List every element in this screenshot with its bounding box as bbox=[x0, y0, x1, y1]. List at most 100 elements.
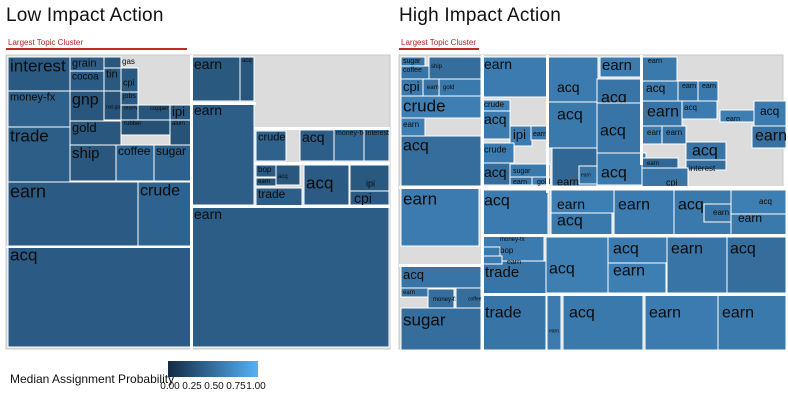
treemap-tile-label: jobs bbox=[122, 93, 136, 100]
treemap-tile-label: bop bbox=[258, 165, 272, 174]
treemap-tile bbox=[644, 294, 719, 351]
treemap-tile bbox=[641, 167, 689, 188]
treemap-tile-label: earn bbox=[647, 128, 663, 137]
treemap-tile-label: nat-gas bbox=[106, 104, 123, 110]
treemap-tile-label: trade bbox=[10, 126, 49, 145]
treemap-tile bbox=[578, 165, 598, 185]
treemap-tile-label: acq bbox=[278, 174, 288, 180]
legend-tick: 0.25 bbox=[182, 381, 202, 392]
treemap-tile-label: earn bbox=[613, 263, 645, 280]
treemap-tile-label: acq bbox=[242, 58, 252, 64]
treemap-tile bbox=[239, 56, 255, 102]
treemap-tile-label: ship bbox=[431, 64, 443, 70]
left-panel-underline bbox=[6, 48, 187, 50]
treemap-tile bbox=[153, 144, 192, 182]
treemap-tile bbox=[69, 90, 105, 122]
treemap-tile-label: grain bbox=[72, 57, 96, 69]
treemap-tile bbox=[681, 100, 718, 120]
treemap-tile bbox=[596, 152, 647, 186]
treemap-tile-label: earn bbox=[602, 57, 632, 74]
treemap-tile-label: cpi bbox=[354, 190, 372, 206]
treemap-tile-label: gold bbox=[72, 120, 97, 135]
treemap-tile-label: cpi bbox=[123, 78, 135, 88]
treemap-tile-label: earn bbox=[513, 179, 527, 186]
treemap-tile-label: sugar bbox=[403, 310, 446, 329]
treemap-tile-label: earn bbox=[10, 181, 46, 201]
treemap-tile-label: cpi bbox=[403, 79, 420, 94]
treemap-tile-label: coffee bbox=[468, 296, 482, 302]
treemap-group-border bbox=[399, 264, 483, 267]
right-panel-title: High Impact Action bbox=[399, 5, 562, 26]
treemap-tile-label: acq bbox=[601, 90, 627, 107]
treemap-tile-label: earn bbox=[648, 58, 662, 65]
treemap-tile-label: alum bbox=[172, 121, 185, 127]
treemap-tile-label: reserves bbox=[124, 105, 144, 111]
treemap-tile-label: earn bbox=[403, 120, 419, 129]
treemap-tile bbox=[400, 187, 480, 247]
treemap-tile bbox=[481, 294, 547, 351]
treemap-tile-label: earn bbox=[647, 104, 679, 121]
treemap-tile-label: earn bbox=[403, 290, 415, 296]
treemap-tile-label: acq bbox=[403, 138, 429, 155]
treemap-tile-label: acq bbox=[549, 261, 575, 278]
treemap-tile-label: bop bbox=[500, 246, 514, 255]
treemap-tile bbox=[562, 294, 644, 351]
treemap-tile-label: gas bbox=[122, 57, 135, 66]
treemap-tile-label: earn bbox=[258, 179, 270, 185]
treemap-tile-label: crude bbox=[140, 183, 180, 200]
treemap-tile-label: coffee bbox=[118, 144, 151, 158]
treemap-tile-label: earn bbox=[427, 85, 439, 91]
treemap-tile-label: ship bbox=[72, 145, 100, 162]
treemap-tile bbox=[363, 128, 390, 162]
treemap-tile-label: acq bbox=[678, 197, 704, 214]
treemap-tile-label: earn bbox=[755, 128, 787, 145]
treemap-tile bbox=[545, 236, 609, 294]
treemap-tile-label: earn bbox=[647, 161, 659, 167]
treemap-group-border bbox=[481, 55, 484, 350]
treemap-group-border bbox=[399, 186, 483, 189]
treemap-tile-label: acq bbox=[403, 267, 424, 282]
treemap-tile-label: earn bbox=[722, 305, 754, 322]
legend-tick: 0.50 bbox=[204, 381, 224, 392]
treemap-tile-label: earn bbox=[666, 128, 682, 137]
treemap-group-border bbox=[6, 246, 192, 248]
treemap-tile-label: earn bbox=[557, 176, 579, 188]
treemap-tile-label: acq bbox=[484, 164, 507, 180]
legend-tick: 1.00 bbox=[246, 381, 266, 392]
treemap-tile-label: ipi bbox=[366, 179, 375, 189]
right-panel-underline bbox=[399, 48, 479, 50]
treemap-tile bbox=[547, 101, 598, 149]
treemap-group-border bbox=[546, 55, 549, 193]
treemap-tile-label: earn bbox=[649, 305, 681, 322]
treemap-tile bbox=[103, 56, 122, 69]
treemap-group-border bbox=[640, 55, 643, 165]
treemap-tile-label: cpi bbox=[666, 178, 678, 188]
treemap-tile-label: acq bbox=[306, 173, 333, 192]
treemap-tile-label: earn bbox=[194, 102, 222, 118]
treemap-tile-label: earn bbox=[533, 131, 547, 138]
treemap-tile-label: interest bbox=[689, 164, 716, 173]
treemap-tile bbox=[719, 109, 755, 123]
treemap-tile bbox=[115, 144, 155, 182]
treemap-group-border bbox=[482, 293, 786, 296]
treemap-tile-label: earn bbox=[618, 197, 650, 214]
legend-colorbar bbox=[168, 361, 258, 377]
treemap-group-border bbox=[482, 186, 786, 190]
treemap-tile bbox=[303, 164, 350, 206]
treemap-tile-label: sugar bbox=[513, 168, 531, 175]
treemap-tile bbox=[481, 110, 511, 140]
treemap-tile-label: ipi bbox=[513, 127, 526, 142]
treemap-tile-label: trade bbox=[485, 264, 519, 281]
treemap-group-border bbox=[254, 127, 390, 130]
treemap-tile bbox=[69, 144, 117, 182]
treemap-tile-label: acq bbox=[759, 197, 772, 206]
treemap-tile-label: money-fx bbox=[433, 297, 458, 303]
treemap-tile bbox=[531, 176, 551, 186]
treemap-group-border bbox=[482, 234, 786, 237]
treemap-tile bbox=[717, 294, 787, 351]
treemap-tile-label: earn bbox=[671, 241, 703, 258]
treemap-tile-label: acq bbox=[730, 241, 756, 258]
treemap-tile bbox=[661, 125, 687, 145]
treemap-tile-label: coffee bbox=[403, 67, 422, 74]
treemap-tile-label: earn bbox=[682, 83, 696, 90]
